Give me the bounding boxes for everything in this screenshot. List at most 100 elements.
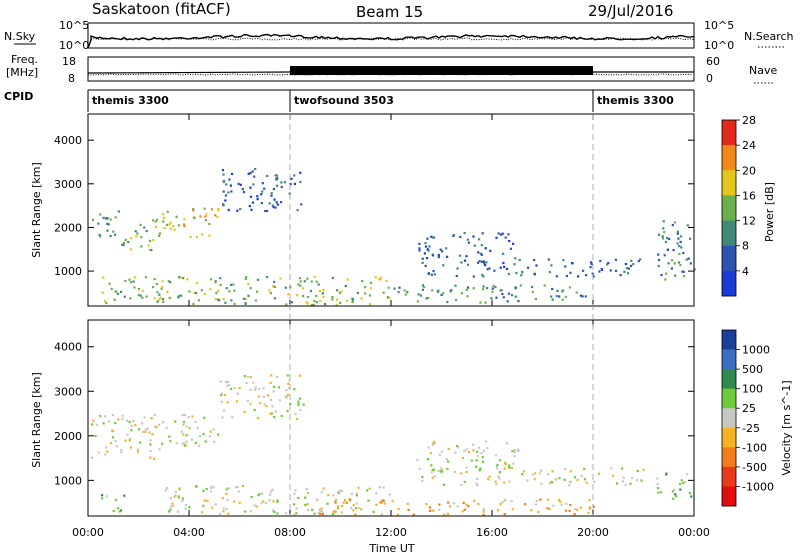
velocity-colorbar-swatch [722,388,736,409]
velocity-cell [273,416,276,419]
velocity-cell [228,487,231,490]
velocity-cell [181,497,184,500]
power-cell [480,253,483,256]
power-cell [543,284,546,287]
velocity-cell [512,462,515,465]
velocity-cell [169,497,172,500]
power-y-tick-label: 2000 [54,221,82,234]
velocity-cell [513,454,516,458]
velocity-cell [276,499,279,502]
velocity-cell [421,479,424,482]
velocity-cell [437,469,440,472]
x-tick-label: 08:00 [274,526,306,539]
velocity-cell [144,430,147,434]
velocity-cell [569,503,572,507]
velocity-cell [453,470,456,473]
velocity-colorbar-label: -25 [742,422,760,435]
power-cell [322,295,325,298]
power-cell [129,236,133,240]
power-cell [682,251,685,255]
power-cell [562,259,565,262]
power-cell [242,297,245,300]
velocity-cell [209,490,212,493]
velocity-cell [177,494,180,498]
velocity-cell [253,504,256,507]
velocity-cell [226,401,229,404]
velocity-cell [297,403,300,406]
velocity-cell [388,493,391,496]
velocity-cell [298,397,301,400]
power-cell [491,290,494,293]
velocity-cell [184,444,188,447]
velocity-cell [246,399,249,402]
power-cell [239,183,242,186]
power-cell [215,291,218,294]
velocity-cell [213,440,216,443]
power-cell [418,242,421,245]
power-cell [484,264,487,267]
power-cell [219,277,222,280]
velocity-cell [348,499,352,502]
velocity-cell [91,423,94,426]
velocity-cell [442,483,446,486]
velocity-cell [134,424,137,427]
velocity-cell [672,497,675,500]
velocity-cell [114,421,117,425]
power-cell [555,275,558,278]
power-cell [183,218,186,221]
velocity-cell [295,512,298,515]
velocity-cell [194,420,197,423]
velocity-cell [162,421,165,424]
velocity-cell [368,487,371,490]
velocity-cell [503,467,506,470]
power-cell [239,207,242,211]
velocity-cell [161,442,164,445]
velocity-y-tick-label: 4000 [54,341,82,354]
power-cell [426,257,429,260]
power-cell [419,294,423,297]
velocity-cell [101,494,104,497]
velocity-cell [453,502,456,505]
power-cell [689,237,692,240]
velocity-cell [615,482,619,485]
power-cell [421,261,424,264]
power-cell [219,283,222,287]
velocity-colorbar-swatch [722,466,736,487]
power-cell [556,289,559,292]
power-cell [439,248,442,251]
velocity-cell [128,439,131,442]
velocity-cell [181,413,184,416]
power-cell [417,293,420,296]
power-cell [242,191,246,194]
power-cell [681,270,684,273]
power-cell [502,252,505,255]
power-cell [168,223,171,226]
velocity-cell [99,415,102,418]
power-cell [117,210,120,213]
velocity-cell [530,509,533,512]
velocity-cell [302,403,305,406]
velocity-cell [475,465,478,468]
velocity-cell [513,451,516,454]
power-cell [585,274,588,277]
power-cell [147,244,150,247]
velocity-cell [222,409,226,412]
velocity-cell [272,385,275,388]
power-cell [548,271,552,274]
velocity-cell [129,446,132,449]
velocity-cell [246,375,249,378]
velocity-cell [233,387,236,390]
power-cell [182,277,185,280]
power-cell [310,303,314,306]
power-cell [284,286,287,289]
power-cell [660,274,663,277]
velocity-cell [188,427,191,430]
velocity-cell [174,420,177,423]
power-cell [533,273,536,276]
velocity-cell [477,502,480,506]
velocity-cell [462,501,465,504]
power-cell [582,269,585,272]
power-cell [551,298,554,301]
power-cell [275,201,278,204]
velocity-cell [465,448,468,451]
